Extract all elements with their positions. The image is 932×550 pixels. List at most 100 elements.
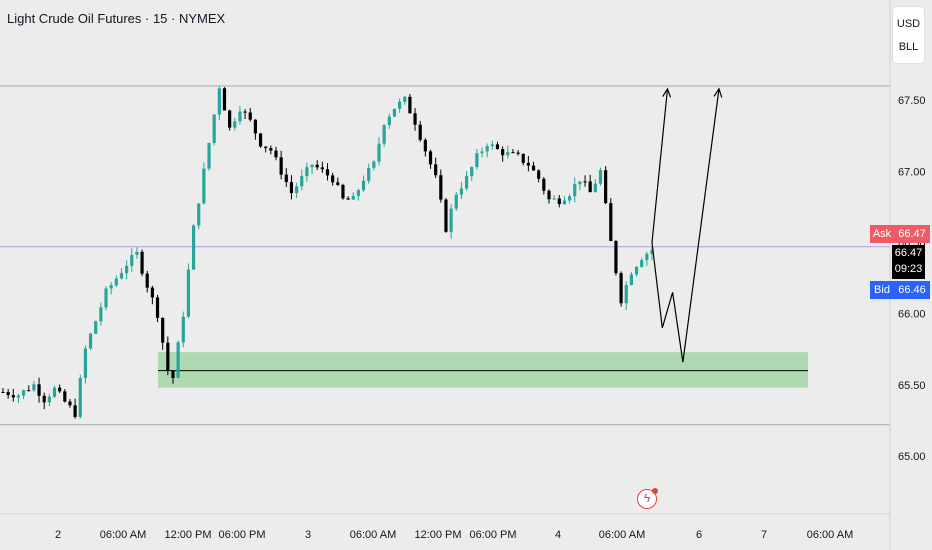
candle-49 bbox=[253, 119, 257, 140]
candle-body bbox=[526, 162, 530, 166]
candle-body bbox=[37, 384, 41, 396]
x-tick-label: 06:00 AM bbox=[350, 529, 396, 541]
candle-108 bbox=[557, 195, 561, 208]
candle-77 bbox=[398, 98, 402, 113]
ask-label: Ask bbox=[872, 228, 892, 240]
candle-body bbox=[501, 149, 505, 156]
candle-body bbox=[578, 181, 582, 185]
candle-70 bbox=[361, 175, 366, 193]
candle-7 bbox=[37, 377, 41, 403]
candle-body bbox=[552, 198, 556, 200]
currency-label[interactable]: USD bbox=[896, 18, 921, 30]
candle-body bbox=[1, 391, 5, 393]
candle-body bbox=[238, 111, 242, 122]
candle-body bbox=[119, 273, 124, 279]
candle-body bbox=[212, 114, 216, 143]
candle-19 bbox=[99, 302, 103, 326]
candle-body bbox=[181, 316, 185, 343]
candle-90 bbox=[464, 170, 469, 191]
candle-body bbox=[300, 176, 304, 187]
unit-selector[interactable]: USD BLL bbox=[892, 6, 925, 64]
candle-body bbox=[264, 146, 268, 149]
candle-body bbox=[377, 143, 381, 162]
candle-28 bbox=[145, 270, 149, 293]
candle-96 bbox=[495, 141, 500, 150]
candle-51 bbox=[264, 146, 268, 153]
candle-body bbox=[516, 152, 520, 154]
candle-body bbox=[567, 196, 572, 201]
candle-body bbox=[418, 124, 422, 140]
ask-value: 66.47 bbox=[898, 228, 926, 240]
candle-body bbox=[459, 188, 464, 195]
candle-body bbox=[629, 274, 633, 285]
candle-body bbox=[274, 150, 278, 158]
candle-86 bbox=[444, 198, 448, 233]
candle-18 bbox=[94, 320, 98, 335]
candle-body bbox=[63, 391, 67, 402]
candle-45 bbox=[233, 117, 237, 131]
candle-body bbox=[542, 178, 546, 191]
support-zone bbox=[158, 352, 808, 388]
candle-body bbox=[573, 184, 577, 197]
candle-8 bbox=[42, 392, 46, 410]
candle-0 bbox=[1, 387, 5, 393]
candle-119 bbox=[614, 240, 618, 276]
x-tick-label: 6 bbox=[696, 529, 702, 541]
candle-117 bbox=[604, 166, 608, 205]
bid-label: Bid bbox=[874, 284, 890, 296]
x-tick-label: 06:00 AM bbox=[100, 529, 146, 541]
x-tick-label: 06:00 PM bbox=[469, 529, 516, 541]
candle-body bbox=[186, 269, 191, 317]
flash-icon[interactable]: ϟ bbox=[637, 488, 658, 509]
candle-67 bbox=[346, 196, 350, 200]
candle-body bbox=[475, 153, 479, 168]
projection-arrow-dip bbox=[651, 88, 720, 363]
candle-34 bbox=[176, 340, 180, 379]
unit-label[interactable]: BLL bbox=[898, 41, 919, 53]
candle-body bbox=[356, 190, 361, 196]
candle-40 bbox=[207, 142, 211, 171]
candle-2 bbox=[11, 388, 15, 402]
candle-82 bbox=[423, 138, 427, 157]
candle-37 bbox=[191, 224, 196, 270]
candle-39 bbox=[202, 162, 206, 205]
candle-body bbox=[171, 370, 175, 378]
candle-95 bbox=[490, 140, 494, 150]
candle-body bbox=[325, 169, 330, 176]
candle-body bbox=[22, 390, 26, 396]
candle-122 bbox=[629, 271, 633, 286]
candle-106 bbox=[547, 189, 551, 204]
candle-body bbox=[109, 285, 113, 289]
candle-body bbox=[413, 113, 417, 125]
candle-body bbox=[387, 116, 391, 126]
candle-body bbox=[464, 176, 469, 189]
candle-97 bbox=[501, 146, 505, 162]
candle-body bbox=[243, 111, 247, 113]
candle-26 bbox=[135, 247, 139, 259]
candle-body bbox=[191, 225, 196, 270]
projection-arrow-dip-arrowhead bbox=[713, 87, 723, 98]
candle-body bbox=[197, 203, 201, 226]
candle-body bbox=[114, 278, 118, 286]
candle-47 bbox=[243, 109, 247, 120]
candle-body bbox=[284, 174, 288, 183]
candle-body bbox=[336, 182, 340, 185]
candle-body bbox=[16, 395, 21, 398]
candle-body bbox=[130, 254, 134, 266]
candle-83 bbox=[428, 149, 433, 169]
candle-50 bbox=[258, 132, 263, 148]
candle-3 bbox=[16, 393, 21, 404]
candle-body bbox=[444, 199, 448, 232]
candle-36 bbox=[186, 263, 191, 319]
candle-111 bbox=[573, 177, 577, 203]
candle-31 bbox=[161, 317, 165, 350]
candle-body bbox=[588, 181, 592, 193]
candle-58 bbox=[300, 169, 304, 191]
candle-body bbox=[562, 200, 567, 205]
bar-countdown: 09:23 bbox=[894, 263, 923, 275]
candle-body bbox=[140, 251, 144, 274]
candle-71 bbox=[367, 163, 371, 184]
candle-body bbox=[11, 395, 15, 398]
candle-body bbox=[403, 96, 407, 102]
